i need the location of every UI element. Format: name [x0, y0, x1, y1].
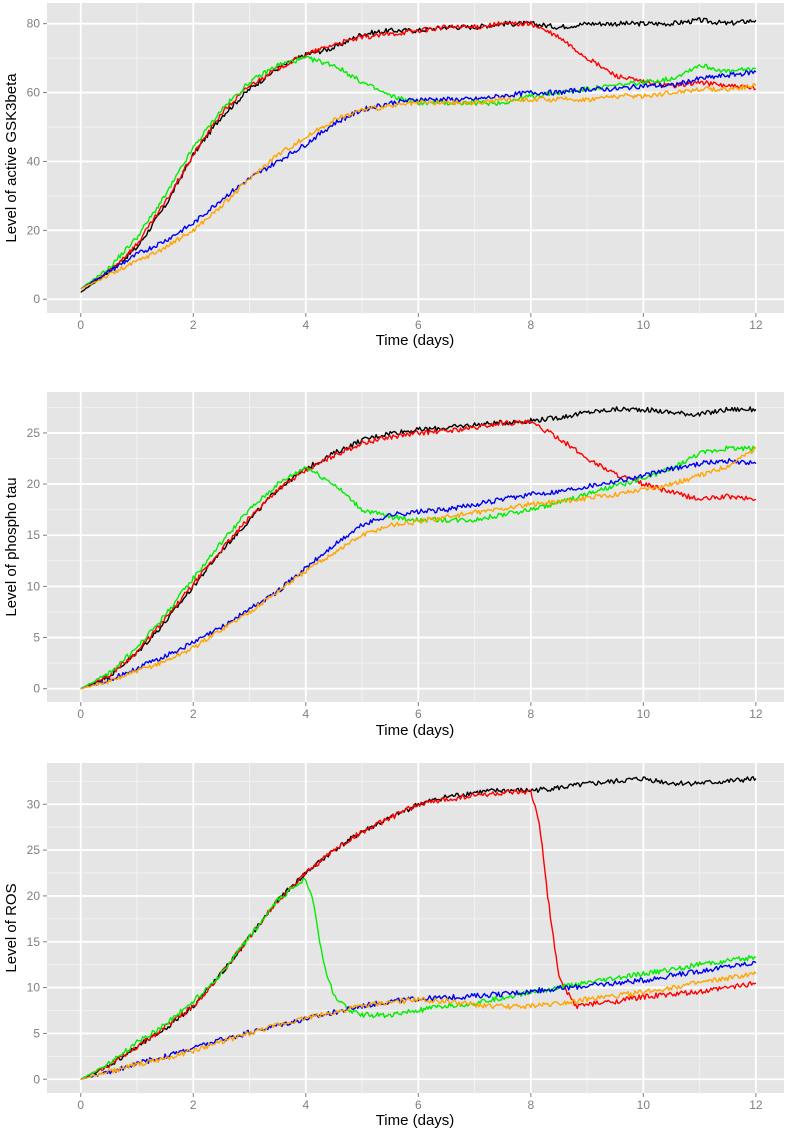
y-tick-label: 15 — [27, 528, 41, 542]
x-tick-label: 0 — [77, 318, 84, 332]
x-tick-label: 2 — [190, 707, 197, 721]
x-tick-label: 10 — [637, 318, 651, 332]
y-tick-label: 25 — [27, 426, 41, 440]
y-tick-label: 20 — [27, 223, 41, 237]
y-tick-label: 0 — [33, 682, 40, 696]
y-tick-label: 30 — [27, 797, 41, 811]
x-tick-label: 6 — [415, 707, 422, 721]
y-tick-label: 25 — [27, 843, 41, 857]
y-tick-label: 10 — [27, 579, 41, 593]
plot-background — [47, 3, 784, 313]
chart-phospho-tau-svg: 0 5 10 15 20 25 0 2 4 6 8 10 12 Time (days) Level o… — [3, 392, 784, 739]
x-axis-title: Time (days) — [376, 332, 455, 349]
y-tick-label: 20 — [27, 889, 41, 903]
series-line-blue — [80, 960, 757, 1080]
y-axis-title: Level of phospho tau — [3, 477, 20, 616]
x-tick-label: 10 — [637, 1098, 651, 1112]
y-tick-label: 0 — [33, 1072, 40, 1086]
x-tick-label: 4 — [302, 1098, 309, 1112]
series-line-red — [80, 419, 757, 690]
chart-phospho-tau: 0 5 10 15 20 25 0 2 4 6 8 10 12 Time (days) Level o… — [0, 377, 788, 754]
y-tick-label: 80 — [27, 17, 41, 31]
x-tick-label: 4 — [302, 318, 309, 332]
series-line-orange — [80, 83, 757, 290]
y-axis-title: Level of ROS — [3, 883, 20, 972]
series-line-blue — [80, 458, 757, 690]
series-line-black — [80, 776, 757, 1080]
y-tick-label: 5 — [33, 1026, 40, 1040]
series-line-green — [80, 877, 756, 1080]
x-tick-label: 8 — [527, 707, 534, 721]
x-tick-label: 0 — [77, 1098, 84, 1112]
x-tick-label: 2 — [190, 318, 197, 332]
y-tick-label: 20 — [27, 477, 41, 491]
series-line-red — [80, 20, 757, 290]
x-tick-label: 12 — [749, 707, 763, 721]
chart-ros-svg: 0 5 10 15 20 25 30 0 2 4 6 8 10 12 Time (days) Level… — [3, 763, 784, 1129]
x-tick-label: 4 — [302, 707, 309, 721]
x-axis-title: Time (days) — [376, 1112, 455, 1129]
x-tick-label: 6 — [415, 1098, 422, 1112]
x-tick-label: 8 — [527, 318, 534, 332]
y-tick-label: 15 — [27, 935, 41, 949]
y-tick-label: 0 — [33, 292, 40, 306]
x-tick-label: 10 — [637, 707, 651, 721]
chart-gsk3beta: 0 20 40 60 80 0 2 4 6 8 10 12 Time (days) Level of… — [0, 0, 788, 377]
y-tick-label: 60 — [27, 86, 41, 100]
x-tick-label: 0 — [77, 707, 84, 721]
chart-gsk3beta-svg: 0 20 40 60 80 0 2 4 6 8 10 12 Time (days) Level of… — [3, 3, 784, 349]
series-line-green — [80, 55, 756, 290]
y-axis-title: Level of active GSK3beta — [3, 73, 20, 243]
chart-ros: 0 5 10 15 20 25 30 0 2 4 6 8 10 12 Time (days) Level… — [0, 754, 788, 1131]
y-tick-label: 40 — [27, 154, 41, 168]
x-tick-label: 12 — [749, 318, 763, 332]
y-tick-label: 5 — [33, 631, 40, 645]
series-line-orange — [80, 446, 757, 690]
x-tick-label: 2 — [190, 1098, 197, 1112]
x-tick-label: 12 — [749, 1098, 763, 1112]
series-line-orange — [80, 971, 757, 1080]
y-tick-label: 10 — [27, 981, 41, 995]
x-tick-label: 8 — [527, 1098, 534, 1112]
x-tick-label: 6 — [415, 318, 422, 332]
x-axis-title: Time (days) — [376, 722, 455, 739]
plot-background — [47, 763, 784, 1093]
plot-background — [47, 392, 784, 702]
